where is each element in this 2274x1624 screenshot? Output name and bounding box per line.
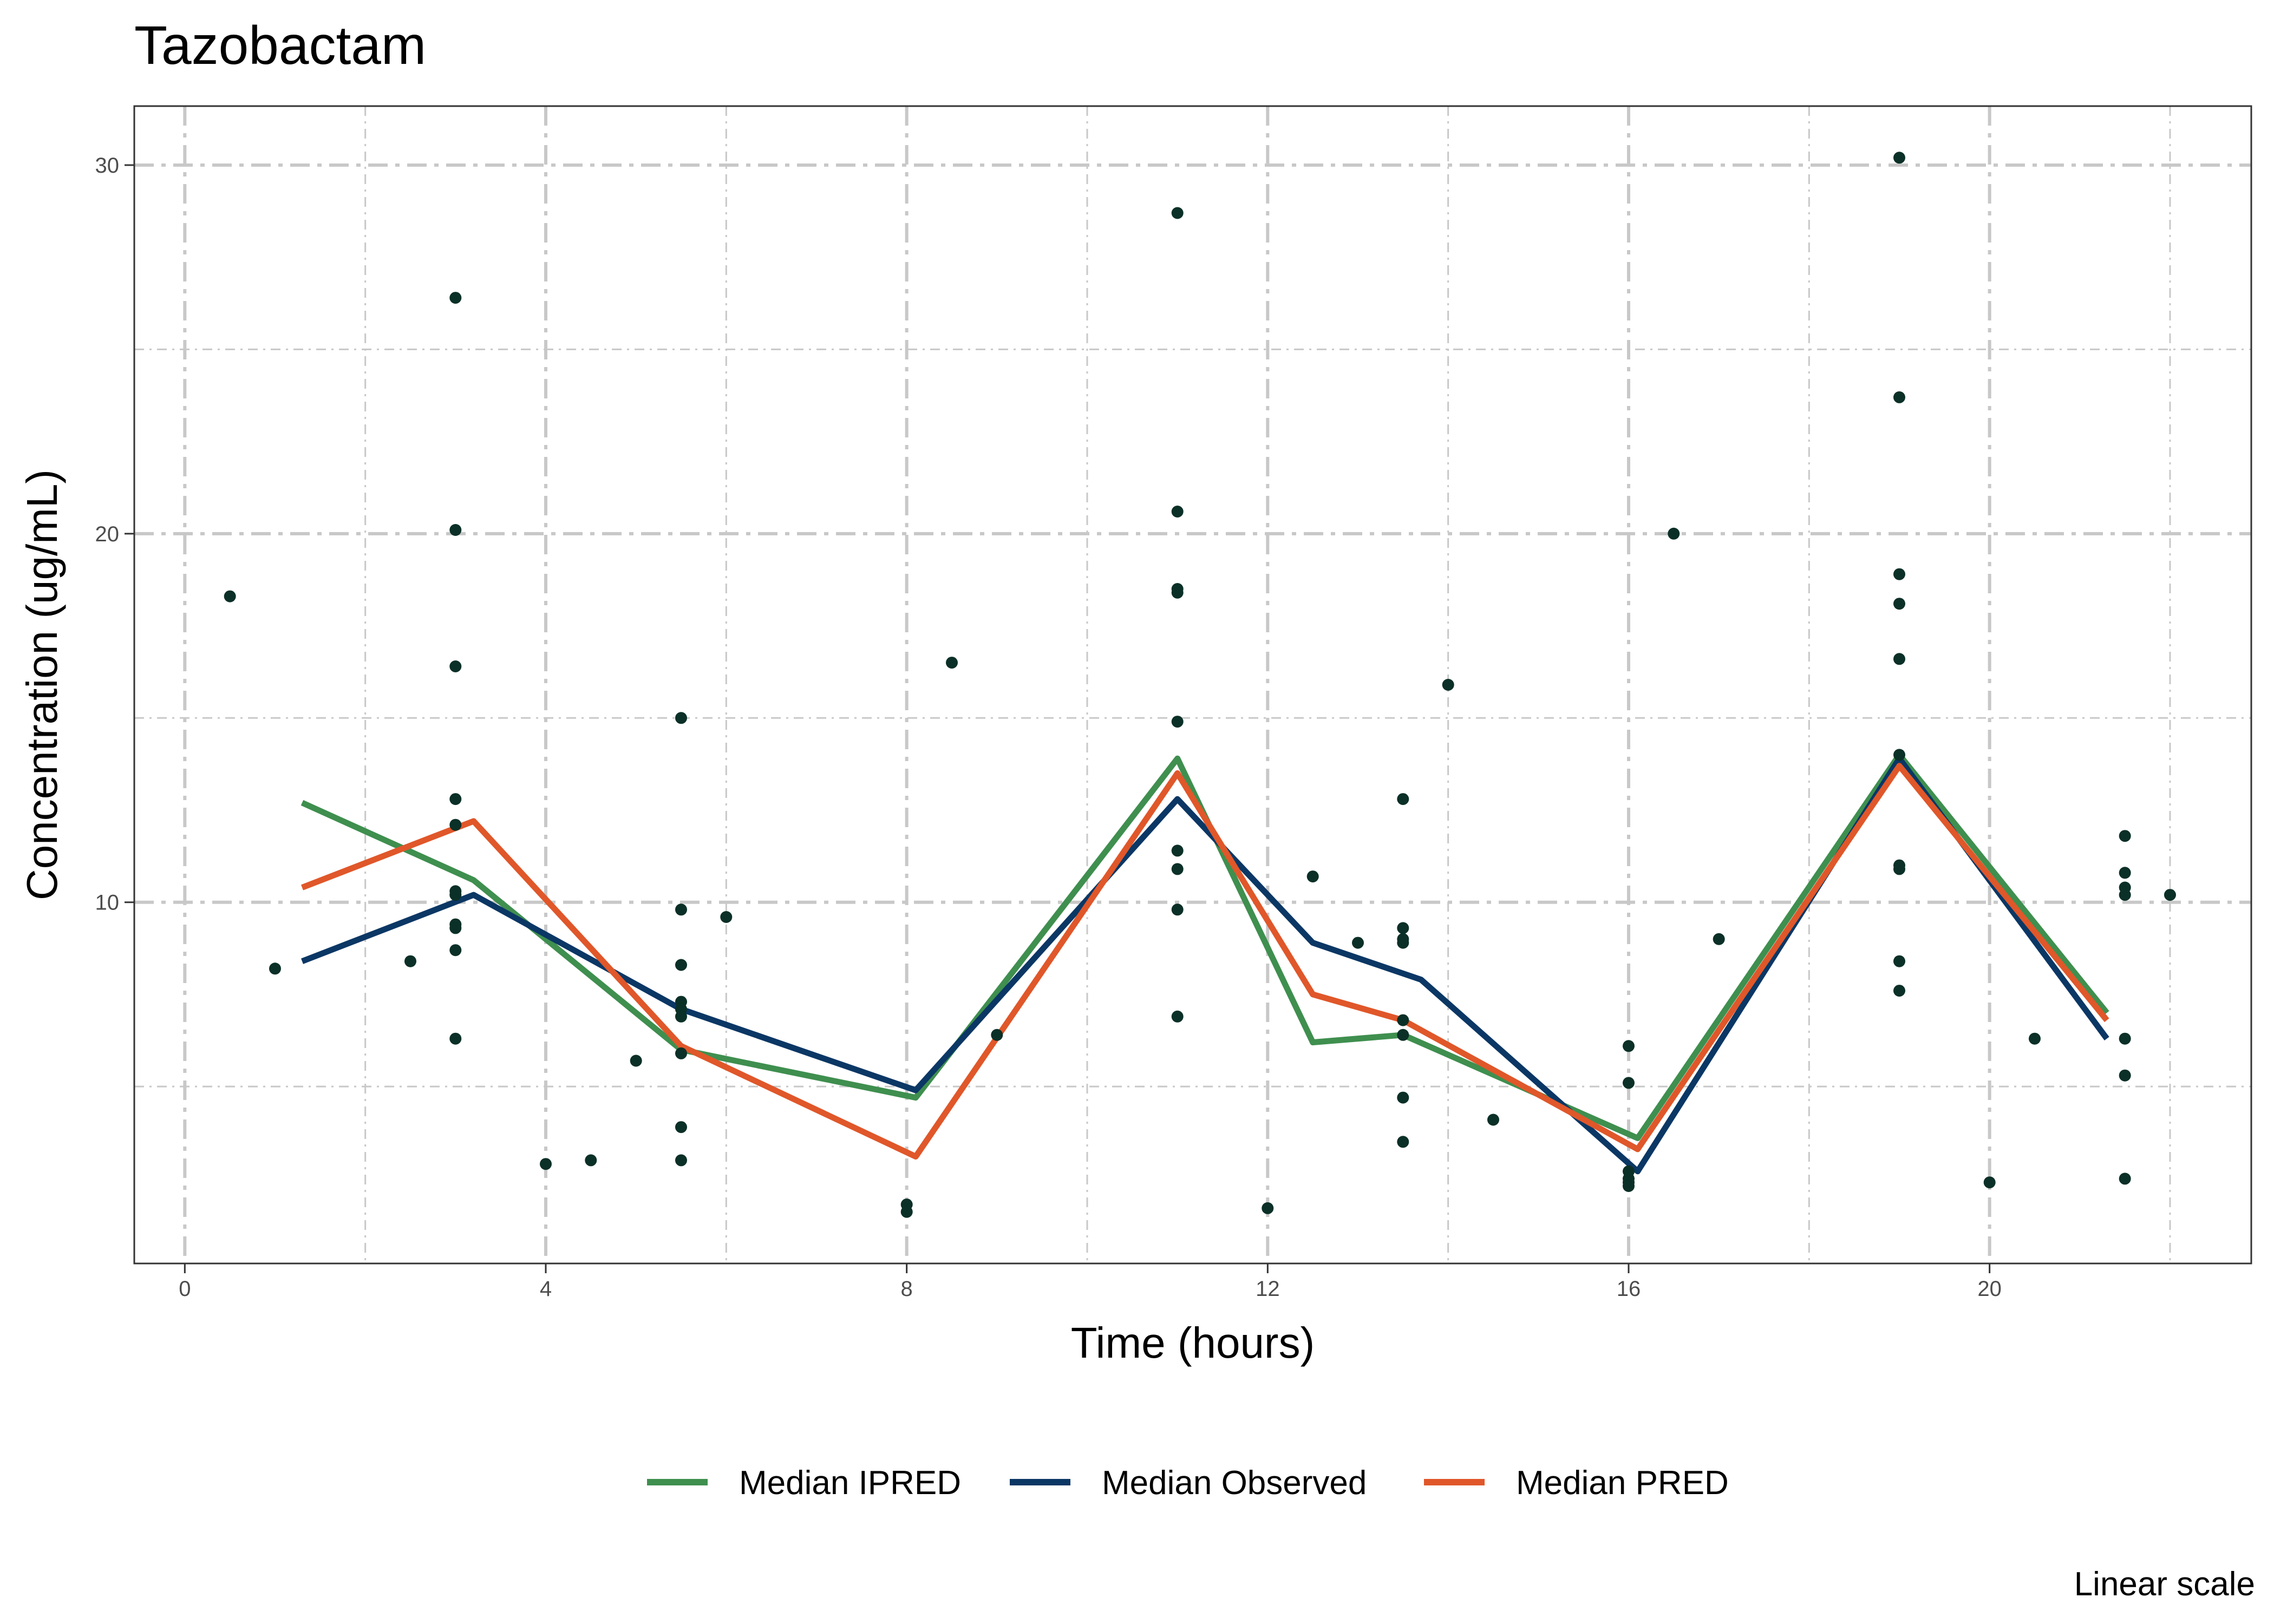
observed-point	[675, 712, 687, 724]
observed-point	[1893, 391, 1905, 403]
series-line-median-observed	[301, 755, 2109, 1175]
observed-point	[675, 959, 687, 971]
observed-point	[1487, 1114, 1499, 1126]
scale-caption: Linear scale	[2074, 1566, 2255, 1603]
x-tick-label: 12	[1256, 1277, 1280, 1301]
observed-point	[1893, 152, 1905, 164]
observed-point	[2119, 1173, 2131, 1185]
observed-point	[1171, 903, 1184, 916]
observed-point	[1623, 1077, 1635, 1089]
observed-point	[449, 818, 462, 831]
legend-item: Median Observed	[1010, 1464, 1367, 1502]
observed-point	[1397, 793, 1409, 806]
observed-point	[1893, 749, 1905, 761]
observed-point	[449, 524, 462, 536]
observed-point	[404, 955, 416, 967]
grid-lines	[134, 106, 2251, 1263]
median-lines	[300, 751, 2109, 1175]
observed-point	[1623, 1180, 1635, 1192]
plot-panel-border	[133, 105, 2252, 1265]
observed-point	[900, 1206, 913, 1218]
legend-label: Median IPRED	[739, 1464, 961, 1502]
legend-label: Median Observed	[1102, 1464, 1367, 1502]
observed-point	[1397, 922, 1409, 934]
observed-point	[449, 660, 462, 672]
observed-point	[720, 911, 733, 923]
observed-point	[1397, 1014, 1409, 1026]
observed-point	[1262, 1202, 1274, 1214]
chart-title: Tazobactam	[134, 15, 426, 76]
observed-point	[675, 1121, 687, 1134]
observed-point	[2119, 1069, 2131, 1082]
observed-point	[1171, 1010, 1184, 1023]
observed-point	[1171, 207, 1184, 219]
observed-point	[1306, 870, 1319, 883]
observed-point	[585, 1154, 597, 1167]
observed-point	[449, 292, 462, 304]
observed-point	[1397, 1136, 1409, 1148]
observed-point	[449, 944, 462, 957]
observed-point	[2119, 889, 2131, 901]
x-tick-label: 16	[1617, 1277, 1641, 1301]
observed-points	[224, 152, 2176, 1218]
observed-point	[675, 1047, 687, 1059]
observed-point	[1893, 955, 1905, 967]
observed-point	[1397, 937, 1409, 949]
x-tick-label: 20	[1977, 1277, 2002, 1301]
observed-point	[1623, 1040, 1635, 1052]
observed-point	[1171, 506, 1184, 518]
observed-point	[1352, 937, 1364, 949]
observed-point	[2119, 1032, 2131, 1045]
y-axis-ticks: 10 20 30	[95, 154, 134, 915]
observed-point	[2164, 889, 2176, 901]
observed-point	[449, 922, 462, 934]
observed-point	[449, 1032, 462, 1045]
observed-point	[1668, 527, 1680, 540]
x-tick-label: 0	[179, 1277, 191, 1301]
series-line-median-ipred	[300, 751, 2109, 1141]
observed-point	[1171, 586, 1184, 599]
observed-point	[1983, 1176, 1996, 1189]
observed-point	[1442, 679, 1454, 691]
observed-point	[675, 1154, 687, 1167]
observed-point	[2119, 867, 2131, 879]
observed-point	[2119, 830, 2131, 842]
y-tick-label: 20	[95, 522, 120, 546]
legend-label: Median PRED	[1516, 1464, 1729, 1502]
x-axis-ticks: 0 4 8 12 16 20	[179, 1263, 2002, 1301]
observed-point	[1893, 598, 1905, 610]
observed-point	[269, 962, 281, 975]
observed-point	[1893, 568, 1905, 580]
observed-point	[1171, 716, 1184, 728]
series-line-median-pred	[301, 763, 2109, 1160]
observed-point	[1171, 844, 1184, 857]
x-axis-label: Time (hours)	[1071, 1319, 1315, 1367]
legend-item: Median IPRED	[647, 1464, 961, 1502]
observed-point	[630, 1055, 642, 1067]
observed-point	[1713, 933, 1725, 945]
y-axis-label: Concentration (ug/mL)	[18, 469, 66, 900]
observed-point	[1171, 863, 1184, 875]
legend-item: Median PRED	[1424, 1464, 1729, 1502]
legend: Median IPRED Median Observed Median PRED	[647, 1464, 1729, 1502]
observed-point	[1397, 1091, 1409, 1104]
x-tick-label: 8	[901, 1277, 913, 1301]
y-tick-label: 30	[95, 154, 120, 178]
observed-point	[1893, 863, 1905, 875]
observed-point	[1893, 653, 1905, 665]
observed-point	[1893, 985, 1905, 997]
observed-point	[991, 1029, 1003, 1041]
observed-point	[1397, 1029, 1409, 1041]
observed-point	[224, 590, 236, 603]
x-tick-label: 4	[540, 1277, 552, 1301]
observed-point	[449, 889, 462, 901]
observed-point	[675, 1010, 687, 1023]
observed-point	[2029, 1032, 2041, 1045]
y-tick-label: 10	[95, 891, 120, 915]
observed-point	[946, 657, 958, 669]
observed-point	[540, 1158, 552, 1170]
observed-point	[449, 793, 462, 806]
observed-point	[675, 903, 687, 916]
